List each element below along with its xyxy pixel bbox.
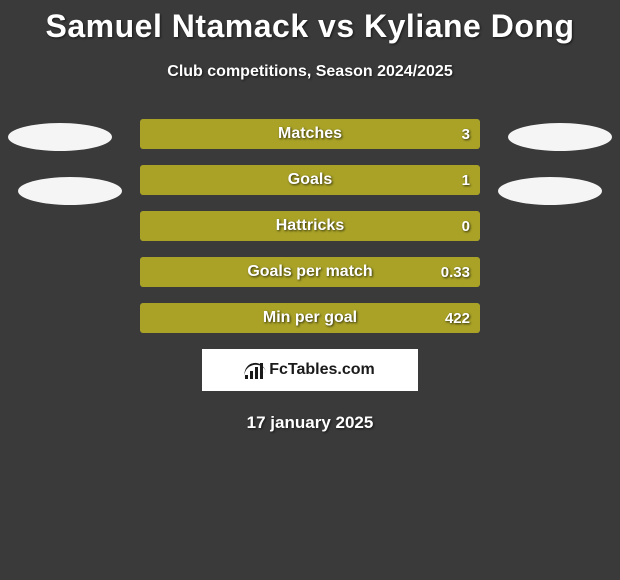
comparison-card: Samuel Ntamack vs Kyliane Dong Club comp… [0,0,620,433]
player2-avatar-placeholder [508,123,612,151]
vs-text: vs [318,8,355,44]
player1-name: Samuel Ntamack [46,8,309,44]
player2-avatar-placeholder-2 [498,177,602,205]
player2-name: Kyliane Dong [364,8,574,44]
snapshot-date: 17 january 2025 [0,413,620,433]
stat-label: Hattricks [140,211,480,241]
stat-label: Goals per match [140,257,480,287]
stat-value: 1 [462,165,470,195]
stat-row: Min per goal 422 [140,303,480,333]
bar-chart-icon [245,361,265,379]
stat-label: Matches [140,119,480,149]
stat-value: 422 [445,303,470,333]
logo-box[interactable]: FcTables.com [202,349,418,391]
logo: FcTables.com [245,361,375,379]
stat-value: 0 [462,211,470,241]
page-title: Samuel Ntamack vs Kyliane Dong [0,8,620,45]
stat-label: Min per goal [140,303,480,333]
player1-avatar-placeholder-2 [18,177,122,205]
logo-text: FcTables.com [269,361,375,379]
player1-avatar-placeholder [8,123,112,151]
stat-value: 3 [462,119,470,149]
stats-block: Matches 3 Goals 1 Hattricks 0 Goals per … [0,119,620,433]
stat-row: Hattricks 0 [140,211,480,241]
stat-row: Goals per match 0.33 [140,257,480,287]
stat-row: Matches 3 [140,119,480,149]
subtitle: Club competitions, Season 2024/2025 [0,63,620,81]
stat-value: 0.33 [441,257,470,287]
stat-row: Goals 1 [140,165,480,195]
stat-bars: Matches 3 Goals 1 Hattricks 0 Goals per … [140,119,480,333]
stat-label: Goals [140,165,480,195]
